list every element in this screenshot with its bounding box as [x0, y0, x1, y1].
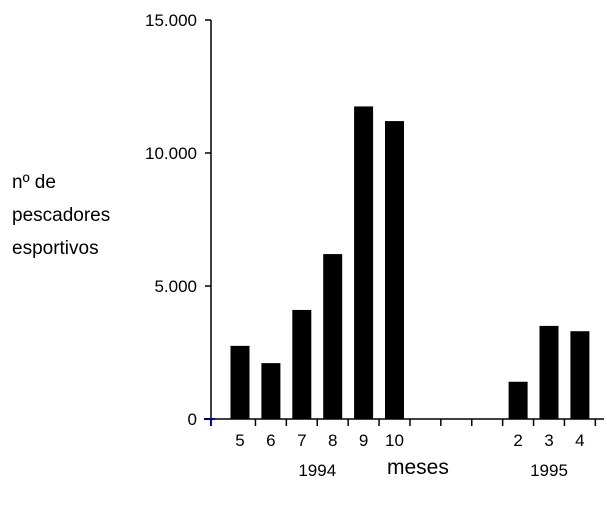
bars-group [230, 106, 590, 419]
bar-10 [508, 381, 528, 419]
bar-12 [570, 331, 590, 419]
y-tick-label-1: 5.000 [154, 277, 197, 296]
x-tick-label-2: 7 [297, 431, 306, 450]
x-tick-label-1: 6 [266, 431, 275, 450]
y-axis-label-line-3: esportivos [12, 238, 99, 259]
y-tick-label-3: 15.000 [145, 11, 197, 30]
bar-3 [292, 309, 312, 419]
x-tick-label-6: 2 [513, 431, 522, 450]
bar-2 [261, 363, 281, 419]
tick-labels-group: 0 5.000 10.000 15.000 5 6 7 8 9 10 2 3 4 1994 1995 [145, 11, 585, 480]
x-tick-label-3: 8 [328, 431, 337, 450]
bar-6 [385, 121, 404, 419]
year-label-1: 1995 [530, 461, 568, 480]
y-axis-label-line-2: pescadores [12, 205, 111, 226]
bar-4 [323, 254, 343, 419]
year-label-0: 1994 [298, 461, 336, 480]
y-tick-label-2: 10.000 [145, 144, 197, 163]
y-axis-label: nº de pescadores esportivos [12, 166, 110, 265]
bar-5 [354, 106, 374, 419]
axes-group [204, 19, 604, 426]
bar-11 [539, 325, 559, 419]
y-axis-label-line-1: nº de [12, 172, 56, 193]
x-tick-label-5: 10 [385, 431, 404, 450]
x-axis-label: meses [387, 456, 449, 479]
x-tick-label-7: 3 [544, 431, 553, 450]
x-tick-label-0: 5 [235, 431, 244, 450]
x-tick-label-4: 9 [359, 431, 368, 450]
y-tick-label-0: 0 [188, 410, 197, 429]
bar-1 [230, 345, 250, 419]
x-tick-label-8: 4 [575, 431, 584, 450]
